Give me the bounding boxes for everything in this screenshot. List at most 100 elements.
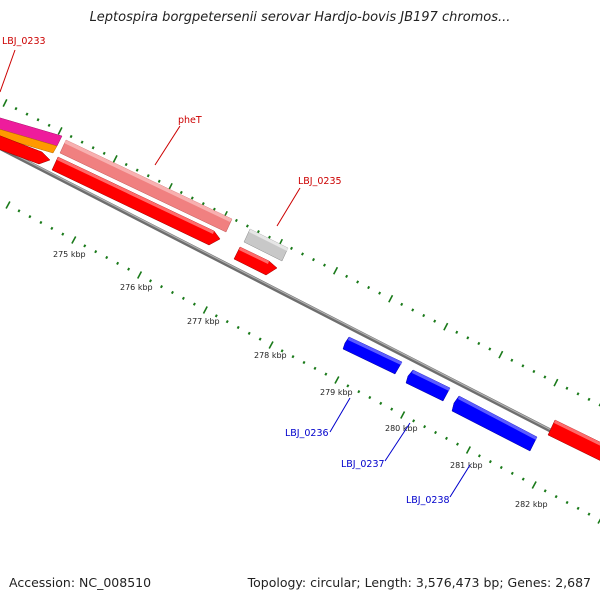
- feature-cds-lbj-0236[interactable]: [342, 336, 403, 375]
- outer-track-minor-tick: [345, 274, 349, 278]
- inner-track-minor-tick: [291, 355, 295, 359]
- inner-track-minor-tick: [554, 495, 558, 499]
- outer-track-minor-tick: [543, 375, 547, 379]
- gene-label-lbj-0236[interactable]: LBJ_0236: [285, 428, 329, 439]
- inner-track-major-tick: [334, 376, 340, 384]
- outer-track-minor-tick: [565, 386, 569, 390]
- feature-pseudogene-phet[interactable]: [59, 139, 233, 233]
- feature-cds-lbj-0235[interactable]: [233, 246, 278, 276]
- chromosome-backbone-highlight: [0, 146, 600, 456]
- inner-track-minor-tick: [214, 314, 218, 318]
- outer-track-minor-tick: [411, 308, 415, 312]
- inner-track-minor-tick: [39, 220, 43, 225]
- inner-track-minor-tick: [181, 296, 185, 300]
- inner-track-minor-tick: [499, 465, 503, 470]
- outer-track-minor-tick: [422, 313, 426, 318]
- inner-track-minor-tick: [302, 360, 306, 365]
- inner-track-minor-tick: [576, 506, 580, 510]
- outer-track-major-tick: [388, 294, 394, 303]
- accession-text: Accession: NC_008510: [9, 575, 152, 590]
- outer-track-major-tick: [112, 155, 118, 163]
- inner-track-major-tick: [597, 518, 600, 524]
- outer-track-minor-tick: [124, 162, 128, 167]
- outer-track-major-tick: [332, 266, 339, 275]
- inner-track-minor-tick: [127, 267, 131, 271]
- outer-track-minor-tick: [466, 336, 470, 340]
- inner-track-minor-tick: [116, 261, 120, 265]
- inner-track-minor-tick: [477, 454, 481, 458]
- tick-label-275-kbp: 275 kbp: [53, 250, 86, 259]
- leader-lbj-0237: [384, 422, 411, 462]
- outer-track-minor-tick: [587, 397, 591, 402]
- inner-track-minor-tick: [521, 477, 525, 481]
- feature-cds-phet[interactable]: [51, 156, 221, 246]
- inner-track-major-tick: [136, 271, 143, 279]
- inner-track-minor-tick: [61, 232, 65, 236]
- outer-track-minor-tick: [256, 230, 260, 234]
- outer-track-minor-tick: [179, 190, 183, 195]
- outer-track-minor-tick: [488, 347, 492, 351]
- tick-label-282-kbp: 282 kbp: [515, 500, 548, 509]
- inner-track-major-tick: [202, 306, 208, 314]
- inner-track-minor-tick: [170, 290, 174, 295]
- inner-track-major-tick: [268, 341, 274, 349]
- inner-track-minor-tick: [510, 471, 514, 475]
- outer-track-minor-tick: [234, 218, 238, 223]
- feature-unknown-lbj-0235[interactable]: [243, 228, 289, 262]
- feature-cds-lbj-0233[interactable]: [0, 128, 51, 165]
- outer-track-minor-tick: [135, 168, 139, 172]
- leader-lbj-0233: [0, 49, 16, 93]
- inner-track-minor-tick: [50, 226, 54, 230]
- inner-track-minor-tick: [225, 320, 229, 324]
- outer-track-minor-tick: [36, 118, 40, 122]
- tick-label-277-kbp: 277 kbp: [187, 317, 220, 326]
- outer-track-minor-tick: [301, 252, 304, 256]
- inner-track-major-tick: [465, 446, 472, 454]
- feature-orange[interactable]: [0, 122, 58, 154]
- feature-cds-lbj-0238[interactable]: [451, 395, 538, 452]
- inner-track-major-tick: [531, 481, 537, 489]
- gene-label-lbj-0237[interactable]: LBJ_0237: [341, 459, 385, 470]
- outer-track-minor-tick: [510, 358, 514, 362]
- outer-track-minor-tick: [532, 369, 536, 374]
- leader-phet: [154, 125, 181, 166]
- tick-label-278-kbp: 278 kbp: [254, 351, 287, 360]
- inner-track-major-tick: [5, 201, 11, 209]
- inner-track-minor-tick: [192, 302, 196, 306]
- outer-track-minor-tick: [455, 330, 459, 334]
- inner-track-minor-tick: [160, 285, 163, 289]
- outer-track-minor-tick: [25, 112, 29, 116]
- gene-label-lbj-0238[interactable]: LBJ_0238: [406, 495, 450, 506]
- gene-label-lbj-0233[interactable]: LBJ_0233: [2, 36, 46, 47]
- tick-label-280-kbp: 280 kbp: [385, 424, 418, 433]
- outer-track-minor-tick: [157, 179, 161, 183]
- outer-track-minor-tick: [201, 202, 205, 206]
- gene-label-phet[interactable]: pheT: [178, 115, 202, 126]
- inner-track-minor-tick: [258, 337, 262, 341]
- outer-track-major-tick: [2, 99, 8, 107]
- inner-track-minor-tick: [368, 395, 372, 400]
- inner-track-minor-tick: [236, 325, 240, 330]
- feature-cds-lbj-0237[interactable]: [405, 369, 451, 402]
- inner-track-minor-tick: [390, 407, 394, 411]
- inner-track-minor-tick: [587, 512, 591, 516]
- leader-lbj-0235: [276, 187, 301, 227]
- inner-tick-track: [5, 201, 600, 524]
- tick-label-279-kbp: 279 kbp: [320, 388, 353, 397]
- inner-track-minor-tick: [423, 425, 427, 429]
- outer-track-minor-tick: [69, 134, 73, 139]
- outer-track-minor-tick: [576, 392, 580, 396]
- inner-track-minor-tick: [94, 250, 98, 254]
- inner-track-minor-tick: [149, 279, 152, 283]
- leader-lbj-0238: [449, 464, 471, 498]
- outer-track-minor-tick: [245, 224, 249, 228]
- gene-label-leaders: [0, 49, 471, 498]
- gene-label-lbj-0235[interactable]: LBJ_0235: [298, 176, 342, 187]
- outer-track-minor-tick: [367, 285, 371, 290]
- inner-track-minor-tick: [456, 442, 459, 446]
- outer-track-minor-tick: [146, 174, 150, 178]
- outer-track-minor-tick: [521, 364, 525, 368]
- outer-track-minor-tick: [47, 123, 51, 127]
- feature-cds-forward-right[interactable]: [547, 419, 600, 462]
- outer-track-minor-tick: [378, 291, 382, 295]
